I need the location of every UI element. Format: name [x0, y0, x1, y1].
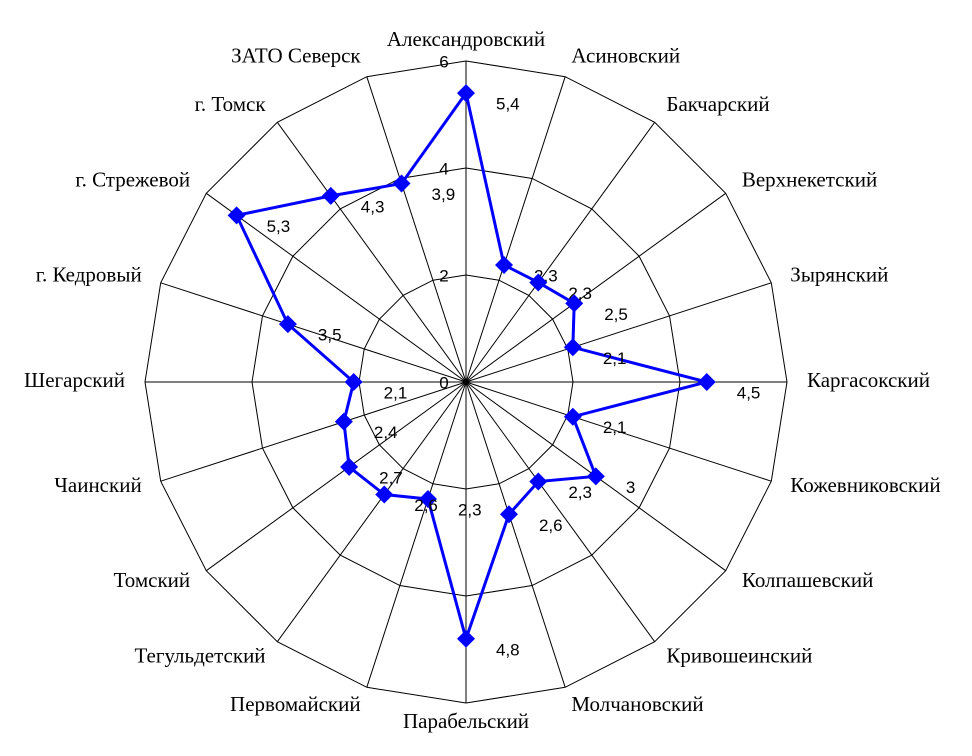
spoke	[366, 76, 467, 383]
value-label: 4,3	[361, 197, 385, 216]
marker	[499, 505, 518, 524]
category-label: Молчановский	[571, 692, 703, 716]
value-label: 4,8	[496, 640, 520, 659]
value-label: 2,1	[384, 383, 408, 402]
tick-label: 4	[439, 159, 448, 178]
marker	[321, 186, 340, 205]
value-label: 5,4	[496, 95, 520, 114]
category-label: Александровский	[387, 27, 545, 51]
marker	[334, 412, 353, 431]
value-label: 5,3	[267, 217, 291, 236]
value-label: 3,5	[318, 326, 342, 345]
category-label: Бакчарский	[666, 92, 769, 116]
spoke	[465, 76, 566, 383]
spoke	[276, 381, 467, 642]
category-label: Томский	[113, 568, 190, 592]
marker	[457, 84, 475, 103]
spoke	[465, 381, 772, 482]
category-label: г. Томск	[195, 92, 267, 116]
marker	[375, 485, 394, 504]
spoke	[160, 381, 467, 482]
spoke	[276, 122, 467, 383]
value-label: 3,9	[432, 185, 456, 204]
tick-label: 6	[439, 52, 448, 71]
marker	[340, 457, 359, 476]
spoke	[160, 282, 467, 383]
tick-label: 0	[439, 373, 448, 392]
spoke	[366, 381, 467, 688]
marker	[278, 315, 297, 334]
marker	[529, 273, 548, 292]
category-label: Чаинский	[54, 473, 141, 497]
value-label: 2,3	[458, 501, 482, 520]
marker	[563, 338, 582, 357]
category-label: г. Стрежевой	[75, 167, 190, 191]
value-label: 4,5	[737, 383, 761, 402]
category-label: г. Кедровый	[36, 262, 142, 286]
value-label: 2,6	[539, 516, 563, 535]
marker	[495, 255, 514, 274]
spoke	[206, 381, 467, 572]
marker	[392, 174, 411, 193]
category-label: Колпашевский	[742, 568, 874, 592]
spoke	[465, 282, 772, 383]
marker	[418, 490, 437, 509]
category-label: Шегарский	[24, 368, 125, 392]
category-label: Асиновский	[571, 44, 680, 68]
marker	[697, 373, 716, 391]
value-label: 2,7	[379, 468, 403, 487]
spoke	[465, 192, 726, 383]
value-label: 2,3	[568, 483, 592, 502]
marker	[227, 206, 246, 225]
value-label: 2,6	[414, 496, 438, 515]
value-label: 2,4	[374, 423, 398, 442]
spoke	[465, 381, 566, 688]
category-label: Верхнекетский	[742, 167, 877, 191]
value-label: 2,1	[603, 349, 627, 368]
marker	[529, 472, 548, 491]
category-label: Каргасокский	[807, 368, 930, 392]
marker	[457, 629, 475, 648]
marker	[344, 373, 363, 391]
value-label: 2,5	[604, 305, 628, 324]
category-label: Зырянский	[790, 262, 888, 286]
value-label: 3	[626, 478, 635, 497]
spoke	[465, 381, 656, 642]
spoke	[465, 122, 656, 383]
spoke	[206, 192, 467, 383]
category-label: Кожевниковский	[790, 473, 940, 497]
tick-label: 2	[439, 266, 448, 285]
marker	[565, 294, 584, 313]
category-label: Парабельский	[403, 709, 529, 733]
marker	[586, 467, 605, 486]
category-label: ЗАТО Северск	[231, 44, 361, 68]
category-label: Тегульдетский	[135, 644, 266, 668]
category-label: Первомайский	[230, 692, 361, 716]
marker	[563, 407, 582, 426]
value-label: 2,1	[603, 418, 627, 437]
category-label: Кривошеинский	[666, 644, 812, 668]
